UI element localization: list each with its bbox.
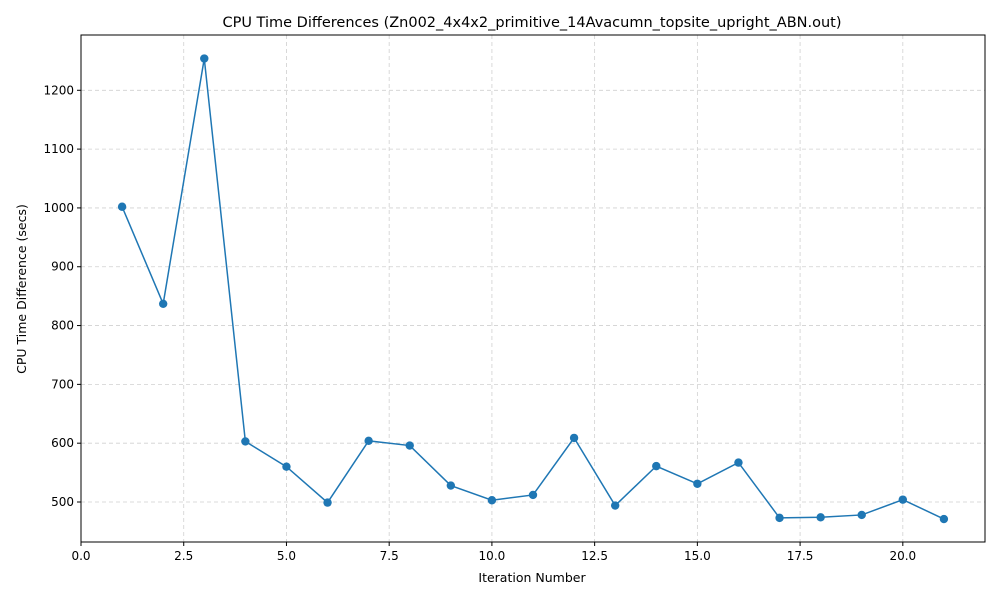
data-point: [898, 495, 908, 504]
x-tick-label: 17.5: [787, 549, 814, 563]
x-tick-label: 7.5: [380, 549, 399, 563]
data-point: [200, 54, 209, 63]
data-point: [446, 481, 456, 490]
data-point: [405, 441, 414, 450]
y-tick-label: 1100: [43, 142, 74, 156]
y-tick-label: 700: [51, 377, 74, 391]
series-line: [121, 58, 945, 520]
data-point: [734, 458, 743, 467]
data-point: [569, 433, 579, 443]
x-tick-label: 0.0: [71, 549, 90, 563]
data-point: [693, 479, 702, 488]
data-point: [775, 513, 784, 523]
data-point: [857, 510, 866, 520]
axis-ticks: 0.0 2.5 5.0 7.5 10.0 12.5 15.0 17.5 20.0 500 600 70…: [43, 83, 916, 563]
grid-lines: [80, 35, 985, 542]
y-tick-label: 900: [51, 260, 74, 274]
x-tick-label: 5.0: [277, 549, 296, 563]
x-tick-label: 12.5: [581, 549, 608, 563]
y-tick-label: 500: [51, 495, 74, 509]
data-point: [241, 437, 250, 446]
data-point: [939, 514, 949, 524]
y-tick-label: 600: [51, 436, 74, 450]
data-point: [323, 498, 332, 507]
data-point: [528, 490, 538, 500]
data-points: [117, 54, 949, 524]
x-axis-label: Iteration Number: [478, 570, 586, 585]
data-point: [487, 496, 497, 505]
x-tick-label: 10.0: [479, 549, 506, 563]
data-point: [816, 513, 825, 522]
data-point: [117, 202, 127, 211]
y-tick-label: 1000: [43, 201, 74, 215]
data-point: [364, 436, 373, 446]
x-tick-label: 15.0: [684, 549, 711, 563]
data-point: [610, 501, 620, 510]
data-point: [652, 461, 661, 471]
x-tick-label: 2.5: [174, 549, 193, 563]
series: [117, 54, 949, 524]
y-tick-label: 800: [51, 319, 74, 333]
data-point: [158, 299, 168, 308]
chart-title: CPU Time Differences (Zn002_4x4x2_primit…: [222, 15, 841, 31]
y-tick-label: 1200: [43, 83, 74, 97]
x-tick-label: 20.0: [889, 549, 916, 563]
plot-frame: [80, 34, 986, 543]
data-point: [282, 462, 291, 471]
y-axis-label: CPU Time Difference (secs): [14, 204, 29, 374]
